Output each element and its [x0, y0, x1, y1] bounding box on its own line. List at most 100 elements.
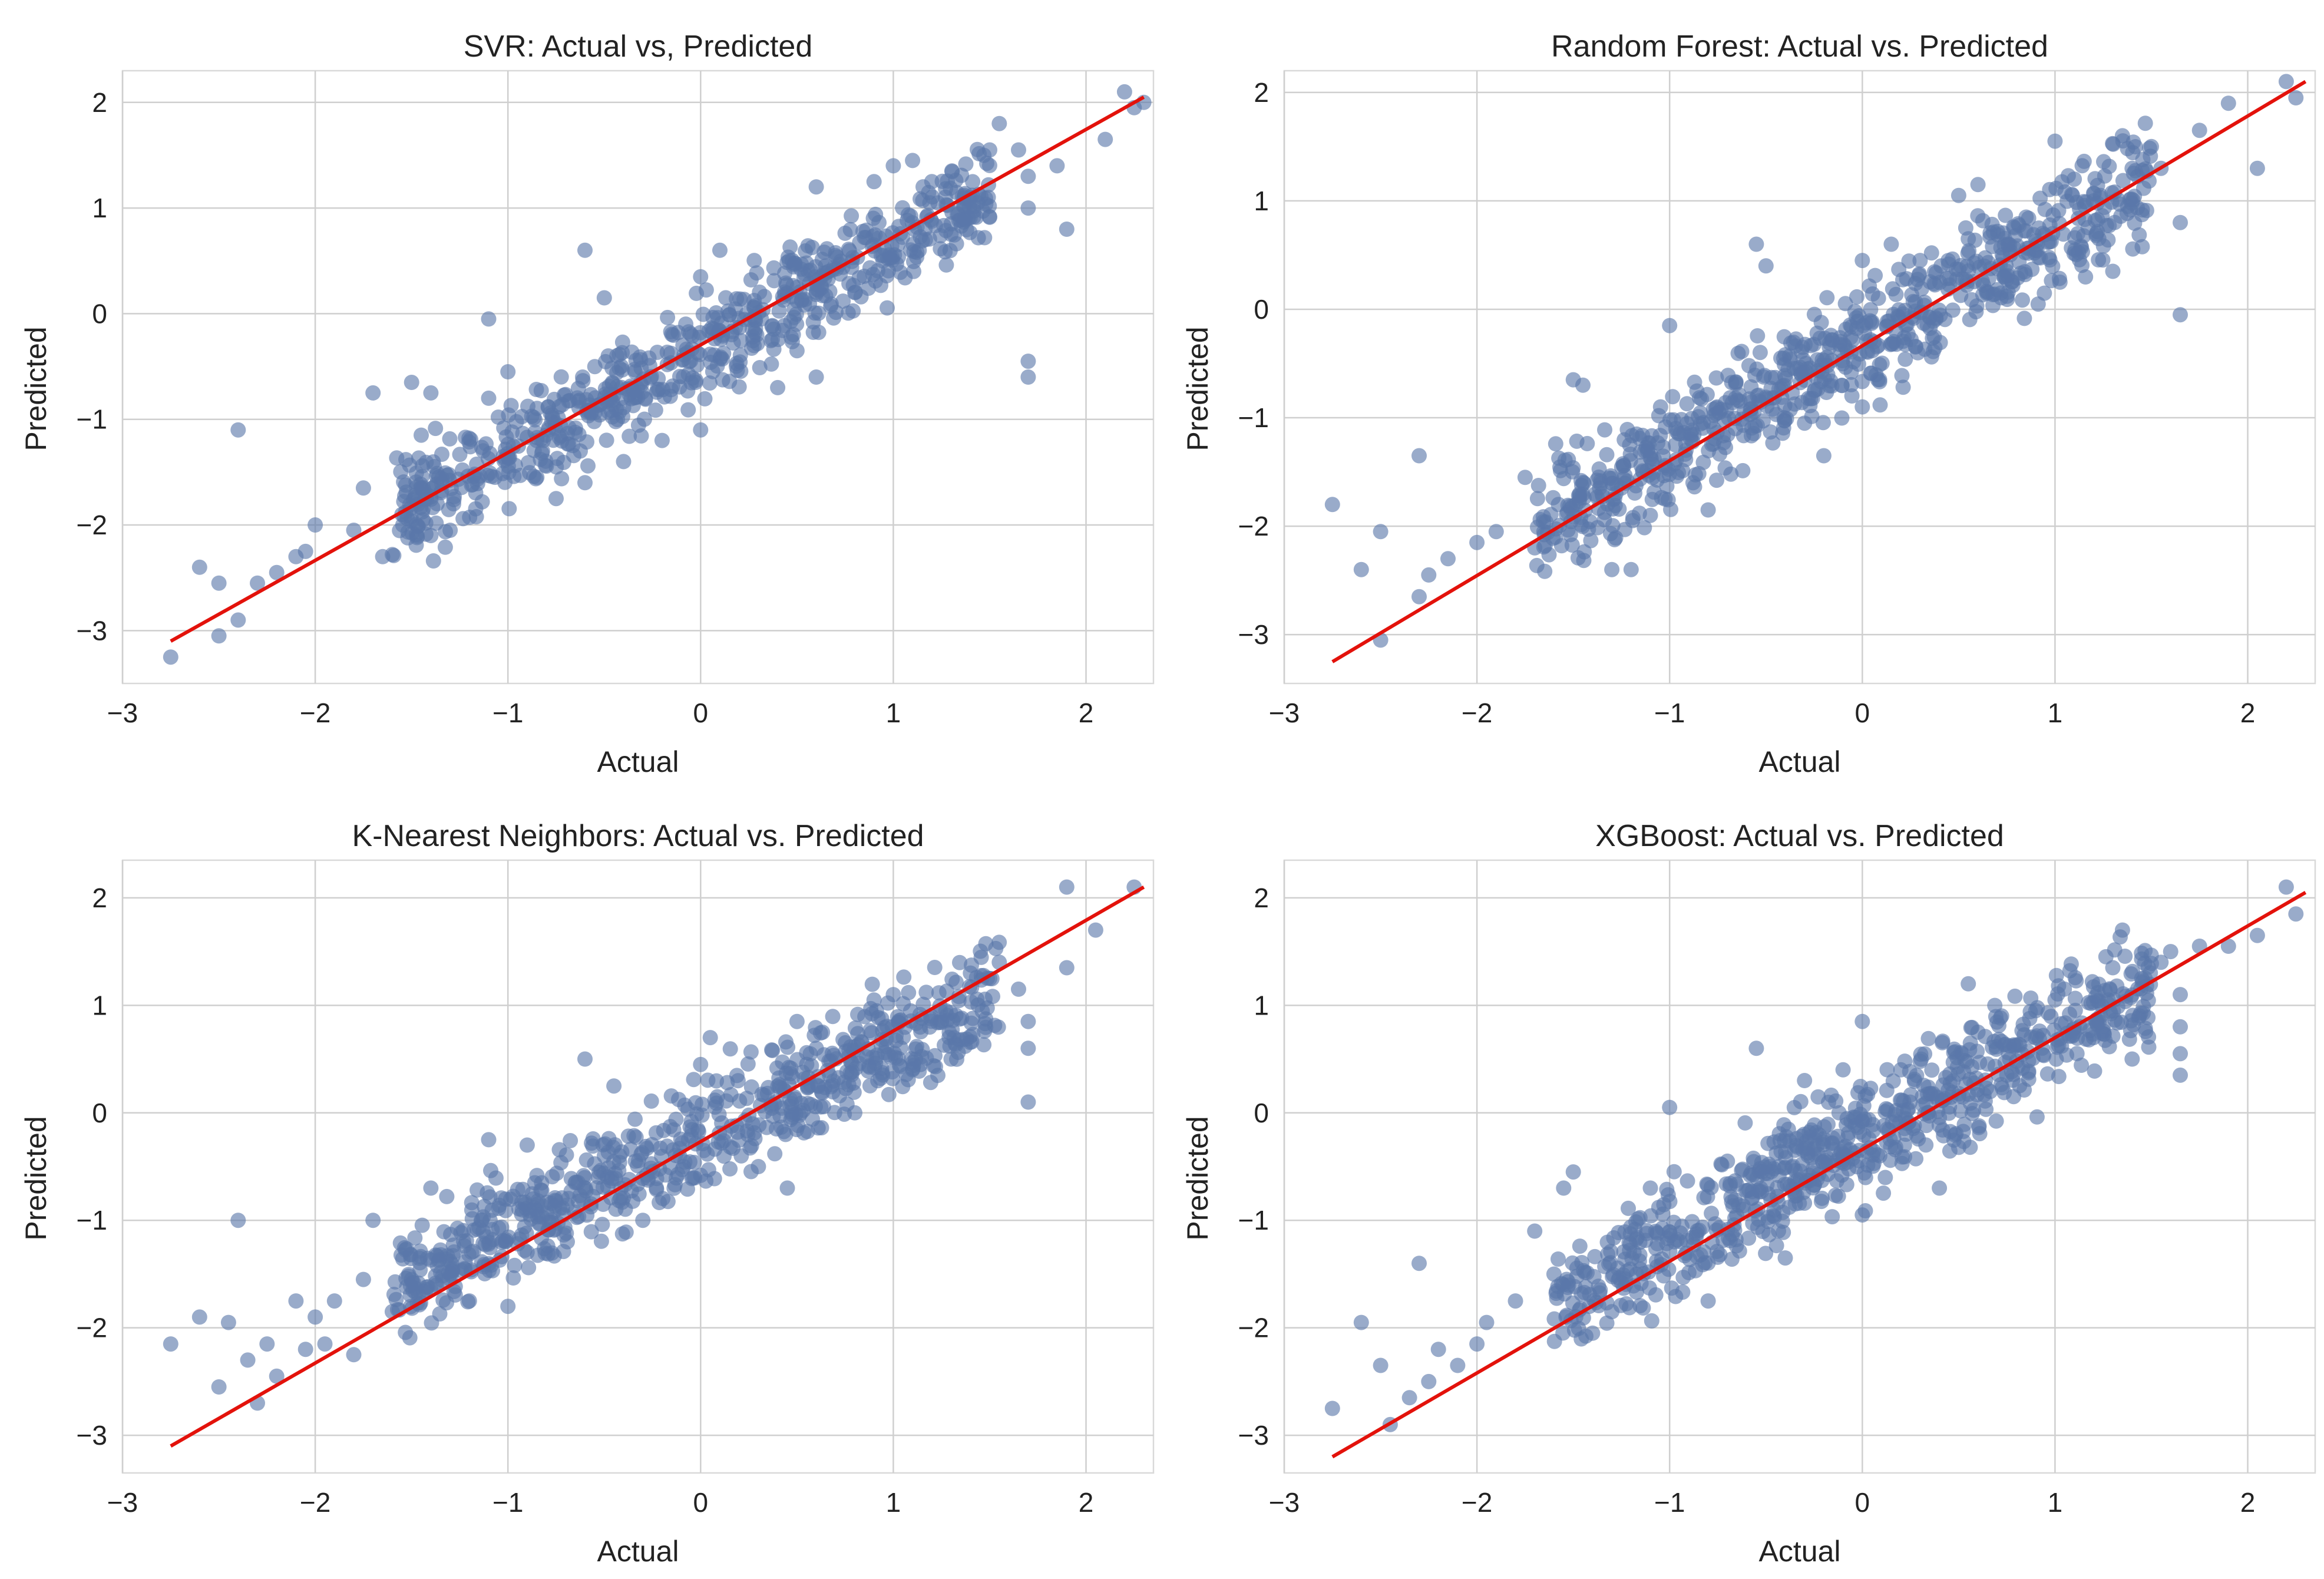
data-point: [468, 501, 484, 517]
data-point: [1843, 1114, 1859, 1129]
data-point: [622, 428, 637, 444]
data-point: [722, 1041, 738, 1057]
data-point: [1572, 1238, 1588, 1254]
data-point: [1569, 433, 1585, 449]
data-point: [1324, 497, 1340, 513]
data-point: [763, 333, 779, 349]
data-point: [230, 1213, 246, 1228]
data-point: [1806, 306, 1822, 322]
data-point: [1776, 329, 1792, 345]
data-point: [1723, 466, 1739, 482]
y-tick-label: −3: [77, 1420, 107, 1451]
data-point: [1933, 258, 1949, 274]
data-point: [845, 303, 861, 319]
data-point: [835, 293, 851, 309]
data-point: [1852, 1124, 1867, 1140]
data-point: [2027, 245, 2042, 261]
data-point: [626, 383, 642, 399]
data-point: [766, 273, 782, 289]
data-point: [643, 1093, 659, 1109]
data-point: [1565, 1295, 1581, 1311]
data-point: [1750, 328, 1766, 343]
data-point: [713, 315, 729, 331]
chart-title: SVR: Actual vs, Predicted: [464, 29, 813, 64]
data-point: [1560, 1280, 1575, 1295]
data-point: [1843, 376, 1859, 392]
data-point: [938, 1003, 954, 1019]
data-point: [1854, 1013, 1870, 1029]
data-point: [1964, 1059, 1980, 1075]
chart-panel-xgboost: XGBoost: Actual vs. Predicted Actual Pre…: [1162, 790, 2323, 1579]
data-point: [808, 179, 824, 195]
data-point: [1548, 436, 1563, 452]
data-point: [1932, 1180, 1948, 1196]
data-point: [686, 1072, 702, 1088]
data-point: [397, 488, 412, 504]
data-point: [2101, 217, 2117, 233]
data-point: [1020, 200, 1036, 216]
data-point: [500, 364, 516, 379]
data-point: [806, 1028, 822, 1043]
data-point: [1910, 1131, 1926, 1147]
data-point: [766, 260, 782, 276]
data-point: [712, 242, 728, 258]
data-point: [428, 421, 444, 437]
data-point: [519, 1137, 535, 1153]
data-point: [1917, 341, 1933, 357]
data-point: [1565, 1164, 1581, 1180]
data-point: [1705, 436, 1721, 452]
data-point: [452, 447, 468, 463]
data-point: [963, 1015, 979, 1031]
x-axis-label: Actual: [597, 745, 679, 778]
data-point: [1373, 524, 1389, 540]
data-point: [770, 379, 786, 395]
data-point: [1883, 236, 1899, 252]
data-point: [614, 1226, 630, 1242]
data-point: [393, 1247, 409, 1263]
plot-area: −3 −2 −1 0 1 2 −3 −2 −1 0 1 2: [77, 859, 1155, 1518]
data-point: [1810, 1089, 1826, 1105]
data-point: [1872, 397, 1888, 413]
data-point: [554, 1200, 570, 1216]
data-point: [439, 1248, 455, 1264]
data-point: [896, 969, 912, 985]
data-point: [1823, 1087, 1839, 1103]
data-point: [1059, 222, 1075, 237]
data-point: [1797, 415, 1813, 431]
x-tick-label: −2: [1462, 1487, 1492, 1518]
y-tick-label: 1: [92, 990, 107, 1020]
data-point: [496, 420, 512, 436]
data-point: [415, 458, 430, 474]
data-point: [1652, 399, 1668, 415]
data-point: [1730, 345, 1746, 361]
data-point: [211, 628, 227, 644]
data-point: [1421, 567, 1437, 583]
chart-panel-random-forest: Random Forest: Actual vs. Predicted Actu…: [1162, 0, 2323, 790]
data-point: [599, 432, 614, 448]
data-point: [2067, 1002, 2083, 1018]
data-point: [1963, 292, 1979, 308]
data-point: [1587, 1248, 1603, 1264]
data-point: [230, 422, 246, 438]
data-point: [693, 269, 709, 285]
data-point: [1087, 922, 1103, 938]
x-tick-label: 0: [1855, 698, 1870, 728]
data-point: [2105, 960, 2121, 976]
data-point: [1488, 524, 1504, 540]
data-point: [501, 501, 517, 517]
x-tick-label: 2: [2240, 698, 2256, 728]
data-point: [577, 1051, 593, 1067]
data-point: [415, 512, 431, 528]
data-point: [1556, 1180, 1572, 1196]
data-point: [1675, 1270, 1691, 1285]
data-point: [2091, 252, 2107, 267]
data-point: [2191, 123, 2207, 138]
data-point: [789, 1013, 805, 1029]
data-point: [2137, 115, 2153, 131]
x-tick-label: −2: [1462, 698, 1492, 728]
data-point: [2057, 981, 2072, 997]
data-point: [500, 1299, 516, 1314]
data-point: [1529, 491, 1545, 507]
data-point: [680, 1181, 695, 1197]
data-point: [938, 257, 954, 273]
